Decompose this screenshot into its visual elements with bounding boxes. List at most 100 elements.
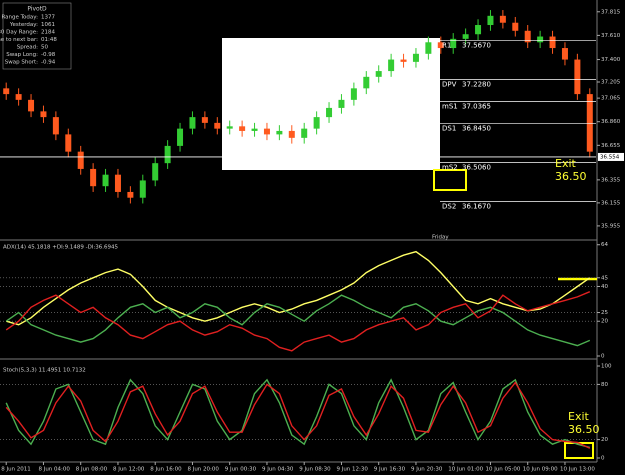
y-tick-label: 37.065: [601, 96, 621, 102]
info-label: Swap Short:: [5, 60, 38, 66]
x-tick-label: 10 Jun 01:00: [448, 467, 483, 473]
info-value: 01:48: [41, 37, 57, 43]
candle-body: [388, 59, 395, 72]
y-tick-label: 64: [601, 242, 608, 248]
y-tick-label: 35.955: [601, 223, 621, 229]
candle-body: [512, 22, 519, 31]
candle-body: [400, 59, 407, 62]
annotation: Exit: [555, 157, 577, 170]
info-panel: [2, 2, 72, 70]
candle-body: [127, 191, 134, 198]
info-title: PivotD: [27, 6, 47, 13]
candle-body: [65, 134, 72, 152]
candle-body: [338, 99, 345, 108]
pivot-value: 37.0365: [462, 102, 491, 110]
candle-body: [425, 42, 432, 54]
y-tick-label: 36.655: [601, 143, 621, 149]
y-tick-label: 0: [601, 456, 605, 462]
y-tick-label: 0: [601, 354, 605, 360]
y-tick-label: 20: [601, 319, 608, 325]
pivot-name: R1: [442, 41, 451, 49]
candle-body: [549, 36, 556, 49]
candle-body: [350, 88, 357, 100]
pivot-name: DS1: [442, 124, 456, 132]
y-tick-label: 36.355: [601, 177, 621, 183]
candle-body: [102, 174, 109, 187]
candle-body: [152, 163, 159, 181]
candle-body: [3, 88, 10, 95]
x-tick-label: 10 Jun 09:00: [523, 467, 558, 473]
y-tick-label: 45: [601, 275, 608, 281]
y-tick-label: 25: [601, 310, 608, 316]
candle-body: [90, 168, 97, 187]
candle-body: [487, 15, 494, 26]
candle-body: [499, 15, 506, 23]
pivot-name: DPV: [442, 80, 457, 88]
y-tick-label: 80: [601, 382, 608, 388]
annotation: 36.50: [555, 170, 587, 183]
x-tick-label: 9 Jun 20:30: [411, 467, 443, 473]
candle-body: [288, 130, 295, 138]
pivot-name: mS1: [442, 102, 458, 110]
y-tick-label: 37.205: [601, 80, 621, 86]
highlight-box: [433, 169, 467, 191]
x-tick-label: 9 Jun 16:30: [374, 467, 406, 473]
info-value: 1377: [41, 15, 55, 21]
candle-body: [326, 107, 333, 118]
series-line: [6, 250, 591, 326]
candle-body: [537, 36, 544, 43]
candle-body: [437, 42, 444, 49]
info-label: 30 Day Range:: [0, 30, 38, 36]
candle-body: [450, 38, 457, 49]
candle-body: [363, 76, 370, 89]
series-line: [5, 381, 591, 449]
last-price-label: 36.554: [600, 154, 620, 160]
candle-body: [251, 128, 258, 131]
candle-body: [561, 48, 568, 60]
info-label: Range Today:: [1, 15, 38, 21]
candle-body: [586, 94, 593, 152]
candle-body: [375, 71, 382, 77]
series-line: [5, 378, 590, 449]
x-tick-label: 10 Jun 05:00: [485, 467, 520, 473]
annotation: 36.50: [568, 423, 600, 436]
pivot-name: mS2: [442, 163, 458, 171]
pivot-value: 36.5060: [462, 163, 491, 171]
x-tick-label: 8 Jun 20:00: [187, 467, 219, 473]
x-tick-label: 9 Jun 08:30: [299, 467, 331, 473]
info-value: 1061: [41, 22, 55, 28]
y-tick-label: 100: [601, 364, 612, 370]
candle-body: [15, 94, 22, 100]
info-label: Yesterday:: [9, 22, 38, 28]
candle-body: [313, 117, 320, 129]
candle-body: [226, 126, 233, 129]
x-tick-label: 9 Jun 04:30: [262, 467, 294, 473]
info-value: -0.94: [41, 60, 56, 66]
candle-body: [164, 145, 171, 164]
white-overlay: [222, 38, 440, 170]
annotation: Exit: [568, 410, 590, 423]
candle-body: [189, 117, 196, 129]
x-tick-label: 9 Jun 12:30: [336, 467, 368, 473]
y-tick-label: 36.155: [601, 200, 621, 206]
y-tick-label: 37.400: [601, 57, 621, 63]
y-tick-label: 36.860: [601, 119, 621, 125]
x-tick-label: 8 Jun 2011: [1, 467, 31, 473]
candle-body: [40, 111, 47, 118]
x-tick-label: 8 Jun 04:00: [38, 467, 70, 473]
pivot-value: 37.5670: [462, 41, 491, 49]
panel-title: Stoch(5,3,3) 11.4951 10.7132: [3, 368, 86, 374]
info-label: Swap Long:: [6, 52, 38, 58]
last-price-box: [598, 152, 624, 161]
candle-body: [301, 128, 308, 138]
candle-body: [276, 130, 283, 135]
x-tick-label: 9 Jun 00:30: [225, 467, 257, 473]
candle-body: [239, 126, 246, 131]
x-tick-label: 8 Jun 12:00: [113, 467, 145, 473]
info-value: -0.98: [41, 52, 56, 58]
candle-body: [201, 117, 208, 123]
panel-title: ADX(14) 45.1818 +DI:9.1489 -DI:36.6945: [3, 245, 119, 251]
candle-body: [77, 151, 84, 169]
